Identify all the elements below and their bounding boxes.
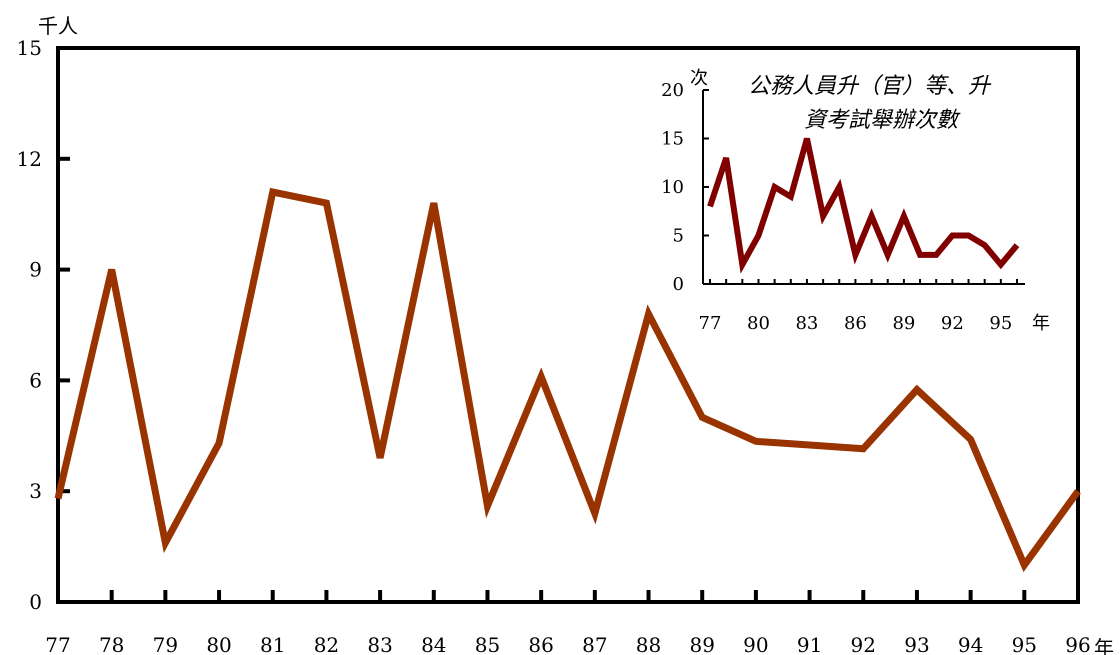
- main-x-tick-label: 92: [851, 633, 876, 655]
- main-series-line: [54, 187, 1081, 573]
- main-x-tick-label: 81: [260, 633, 285, 655]
- main-y-tick-label: 0: [29, 590, 42, 614]
- inset-y-unit: 次: [690, 68, 708, 89]
- inset-title-line-1: 公務人員升（官）等、升: [748, 74, 992, 99]
- inset-x-tick-label: 95: [989, 313, 1012, 334]
- main-x-tick-label: 77: [45, 633, 70, 655]
- main-x-tick-label: 80: [206, 633, 231, 655]
- inset-title-line-2: 資考試舉辦次數: [804, 108, 961, 133]
- inset-x-unit: 年: [1032, 313, 1050, 334]
- main-x-tick-label: 86: [528, 633, 553, 655]
- main-y-tick-label: 15: [17, 36, 42, 60]
- inset-x-tick-label: 89: [892, 313, 915, 334]
- main-x-tick-label: 90: [743, 633, 768, 655]
- inset-x-ticks: 77 80 83 86 89 92 95: [699, 279, 1018, 334]
- main-x-tick-label: 95: [1012, 633, 1037, 655]
- main-x-unit: 年: [1094, 636, 1114, 655]
- main-x-tick-label: 93: [904, 633, 929, 655]
- main-x-tick-label: 91: [797, 633, 822, 655]
- inset-y-tick-label: 20: [661, 80, 684, 101]
- main-y-tick-label: 12: [17, 147, 42, 171]
- inset-x-tick-label: 83: [795, 313, 818, 334]
- main-x-tick-label: 83: [367, 633, 392, 655]
- inset-y-tick-label: 10: [661, 177, 684, 198]
- main-y-axis: 0 3 6 9 12 15: [17, 36, 70, 614]
- main-x-tick-label: 87: [582, 633, 607, 655]
- inset-series-line: [707, 137, 1020, 274]
- inset-y-tick-label: 0: [673, 274, 684, 295]
- main-x-tick-label: 82: [314, 633, 339, 655]
- inset-x-tick-label: 92: [941, 313, 964, 334]
- main-y-tick-label: 9: [29, 258, 42, 282]
- inset-y-ticks: 0 5 10 15 20: [661, 80, 709, 295]
- inset-y-tick-label: 15: [661, 129, 684, 150]
- inset-x-tick-label: 86: [844, 313, 867, 334]
- main-x-tick-label: 85: [475, 633, 500, 655]
- main-y-unit: 千人: [38, 14, 78, 38]
- main-y-tick-label: 6: [29, 368, 42, 392]
- main-x-tick-label: 88: [636, 633, 661, 655]
- main-x-tick-label: 84: [421, 633, 446, 655]
- main-x-tick-label: 89: [689, 633, 714, 655]
- main-y-tick-label: 3: [29, 479, 42, 503]
- main-plot-frame: [56, 46, 1080, 604]
- main-x-tick-label: 79: [153, 633, 178, 655]
- inset-x-tick-label: 77: [699, 313, 722, 334]
- main-x-tick-label: 94: [958, 633, 983, 655]
- main-x-tick-label: 78: [99, 633, 124, 655]
- inset-y-tick-label: 5: [673, 226, 684, 247]
- inset-x-tick-label: 80: [747, 313, 770, 334]
- main-x-tick-label: 96: [1065, 633, 1090, 655]
- main-x-axis: 77 78 79 80 81 82 83 84 85 86 87 88 89 90 91 92 93 94 95 96: [45, 590, 1091, 655]
